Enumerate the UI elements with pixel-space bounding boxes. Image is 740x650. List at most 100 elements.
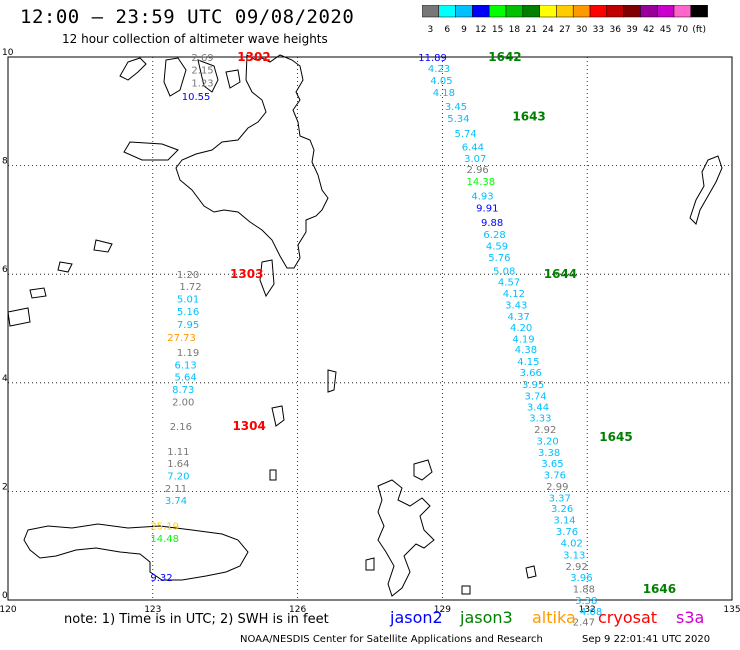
coastline-camiguin [225,69,241,89]
wave-height-value: 3.66 [520,368,542,379]
wave-height-value: 7.20 [167,472,189,483]
wave-height-value: 5.08 [493,266,515,277]
coastline-sulawesi [23,523,249,581]
coastline-bohol [119,57,147,81]
y-tick-label: 0 [2,591,8,601]
wave-height-value: 5.76 [488,253,510,264]
wave-height-value: 1.72 [179,282,201,293]
wave-height-value: 4.19 [512,334,534,345]
wave-height-value: 8.73 [172,385,194,396]
wave-height-value: 14.48 [150,534,179,545]
wave-height-value: 5.64 [175,372,197,383]
wave-height-value: 3.44 [527,403,549,414]
y-tick-label: 4 [2,374,8,384]
wave-height-value: 1.19 [177,348,199,359]
wave-height-value: 3.13 [563,550,585,561]
wave-height-value: 3.95 [522,380,544,391]
wave-height-value: 3.07 [464,154,486,165]
coastline-leyte [163,57,187,97]
footer-timestamp: Sep 9 22:01:41 UTC 2020 [582,634,711,645]
coastline-halmahera [377,479,435,597]
legend-entry-jason2: jason2 [390,608,443,627]
wave-height-value: 7.95 [177,320,199,331]
colorbar-label: 27 [559,25,570,35]
x-tick-label: 126 [289,605,306,615]
coastline-talaud [327,369,337,393]
coastline-zamboanga [123,141,179,161]
coastline-sulu-1 [57,261,73,273]
x-tick-label: 129 [434,605,451,615]
colorbar-label: 42 [643,25,654,35]
colorbar-label: 24 [542,25,554,35]
colorbar-label: 30 [576,25,588,35]
wave-height-value: 2.00 [172,397,194,408]
wave-height-value: 4.05 [430,76,452,87]
coastline-sarangani [259,259,275,298]
wave-height-value: 2.96 [467,165,489,176]
coastline-islet-2 [525,565,537,579]
y-tick-label: 10 [2,48,14,58]
legend-entry-s3a: s3a [676,608,705,627]
wave-height-value: 10.55 [182,92,211,103]
wave-height-value: 14.38 [467,177,496,188]
wave-height-value: 9.32 [150,573,172,584]
colorbar-label: 36 [609,25,621,35]
track-label: 1303 [230,267,263,281]
wave-height-value: 27.73 [167,333,196,344]
coastline-samar-south [197,59,219,93]
map-subtitle: 12 hour collection of altimeter wave hei… [62,32,328,46]
coastline-ternate [365,557,375,571]
wave-height-value: 5.16 [177,307,199,318]
wave-height-value: 2.16 [170,422,192,433]
wave-height-value: 4.57 [498,277,520,288]
colorbar-label: (ft) [692,25,706,35]
wave-height-value: 4.38 [515,345,537,356]
coastline-sulu-2 [29,287,47,299]
y-tick-label: 2 [2,482,8,492]
legend-entry-cryosat: cryosat [598,608,658,627]
colorbar-label: 15 [492,25,503,35]
y-tick-label: 6 [2,265,8,275]
wave-height-value: 1.64 [167,459,189,470]
wave-height-value: 3.20 [537,436,559,447]
coastline-siau [269,469,277,481]
wave-height-value: 3.38 [575,596,597,607]
colorbar-swatch [690,5,708,18]
coastline-basilan [93,239,113,253]
wave-height-value: 2.99 [546,482,568,493]
wave-height-value: 3.96 [570,573,592,584]
wave-height-colorbar: 3 6 9 12 15 18 21 24 27 30 33 36 39 42 45 70 (ft) [422,5,708,35]
track-label: 1642 [488,50,521,64]
wave-height-value: 9.88 [481,218,503,229]
coastline-sangihe [271,405,285,427]
track-label: 1302 [237,50,270,64]
legend-entry-altika: altika [532,608,576,627]
wave-height-value: 9.91 [476,203,498,214]
wave-height-value: 3.74 [165,496,187,507]
wave-height-value: 4.23 [428,64,450,75]
y-tick-label: 8 [2,157,8,167]
wave-height-value: 3.14 [553,516,575,527]
wave-height-value: 4.18 [433,88,455,99]
wave-height-value: 25.19 [150,522,179,533]
wave-height-value: 4.15 [517,357,539,368]
wave-height-value: 4.93 [471,191,493,202]
coastline-islet-1 [461,585,471,595]
wave-height-value: 2.47 [573,618,595,629]
track-label: 1646 [643,582,676,596]
colorbar-label: 3 [428,25,434,35]
wave-height-value: 5.01 [177,295,199,306]
wave-height-value: 11.89 [418,53,447,64]
wave-height-value: 3.33 [529,414,551,425]
wave-height-value: 3.76 [556,527,578,538]
wave-height-value: 4.02 [561,538,583,549]
x-tick-label: 123 [144,605,161,615]
wave-height-value: 5.74 [454,129,476,140]
wave-height-value: 6.13 [175,360,197,371]
colorbar-label: 6 [444,25,450,35]
wave-height-value: 3.26 [551,504,573,515]
coastline-mindanao [175,54,329,269]
wave-height-value: 4.37 [508,312,530,323]
colorbar-label: 45 [660,25,671,35]
